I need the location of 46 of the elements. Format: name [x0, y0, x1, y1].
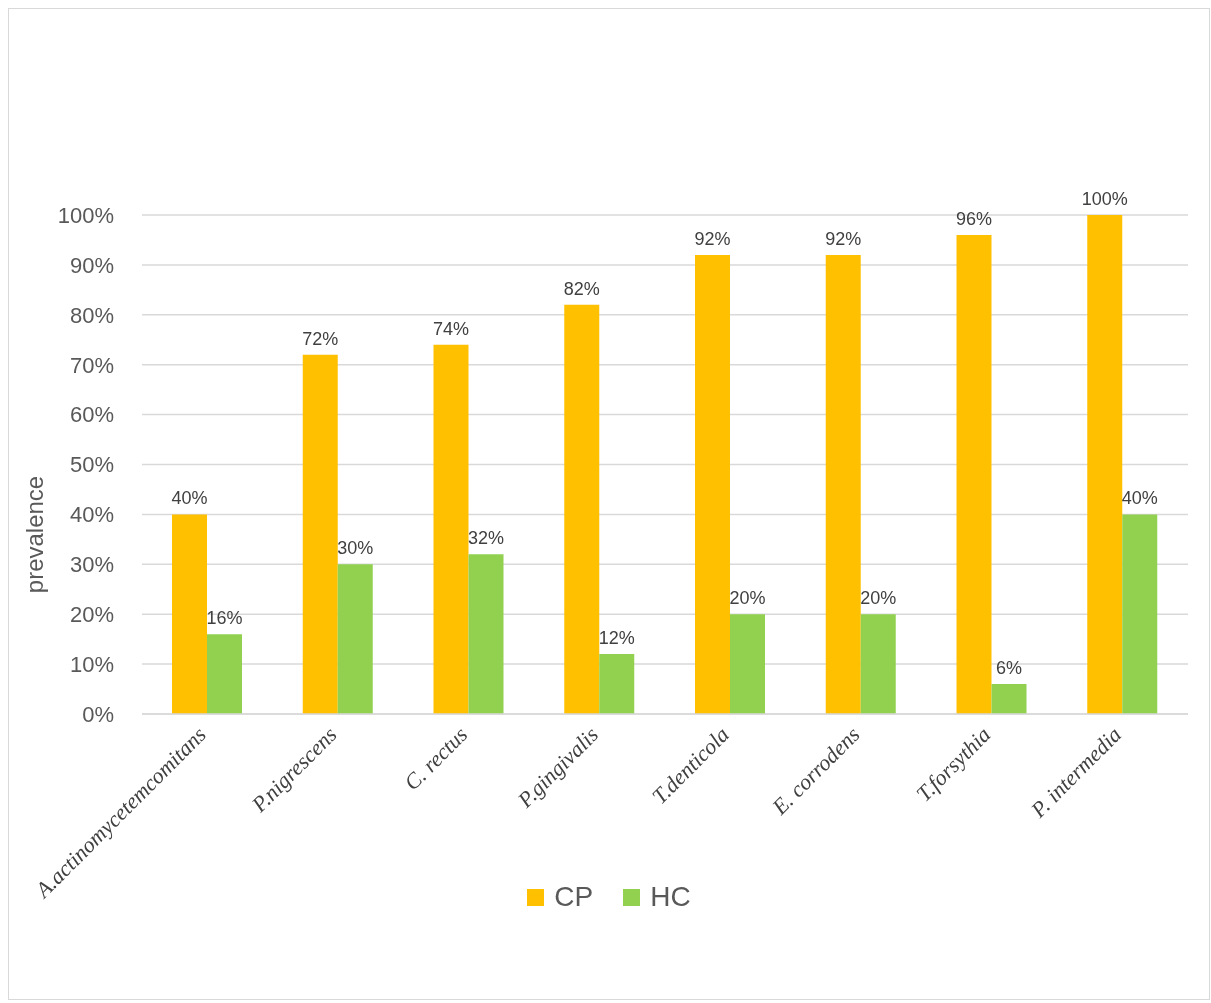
y-tick-label: 100%	[57, 202, 114, 228]
data-label: 82%	[563, 278, 600, 299]
bar	[695, 254, 730, 714]
data-label: 72%	[302, 328, 339, 349]
y-tick-label: 40%	[69, 502, 114, 528]
data-label: 30%	[337, 538, 374, 559]
bar	[172, 514, 207, 714]
data-label: 40%	[1121, 488, 1158, 509]
data-label: 74%	[432, 318, 470, 339]
bar	[599, 654, 635, 714]
bar	[433, 344, 469, 714]
data-label: 40%	[171, 488, 208, 509]
bar	[302, 354, 338, 714]
bar	[956, 234, 992, 714]
legend-label: HC	[650, 881, 691, 913]
y-tick-label: 90%	[69, 252, 114, 278]
data-label: 16%	[206, 608, 243, 629]
y-tick-label: 0%	[82, 701, 114, 727]
y-axis-title: prevalence	[20, 475, 48, 594]
bar	[860, 614, 896, 714]
bar	[468, 554, 504, 714]
bar	[1087, 215, 1123, 714]
bar	[207, 634, 242, 714]
data-label: 6%	[995, 658, 1023, 679]
legend-label: CP	[554, 881, 594, 913]
y-tick-label: 50%	[69, 452, 114, 478]
bar	[564, 304, 600, 714]
y-tick-label: 20%	[69, 602, 114, 628]
bar	[730, 614, 765, 714]
y-tick-label: 70%	[69, 352, 114, 378]
bar	[337, 564, 373, 714]
bar	[991, 684, 1027, 714]
bar	[1122, 514, 1158, 714]
y-tick-label: 60%	[69, 402, 114, 428]
data-label: 92%	[825, 228, 862, 249]
data-label: 96%	[955, 208, 993, 229]
y-tick-label: 30%	[69, 552, 114, 578]
data-label: 100%	[1081, 189, 1128, 209]
data-label: 20%	[860, 588, 897, 609]
y-tick-label: 10%	[69, 651, 114, 677]
y-tick-label: 80%	[69, 302, 114, 328]
data-label: 20%	[729, 588, 766, 609]
bar	[825, 254, 861, 714]
data-label: 32%	[467, 528, 505, 549]
data-label: 92%	[694, 228, 731, 249]
data-label: 12%	[598, 628, 635, 649]
